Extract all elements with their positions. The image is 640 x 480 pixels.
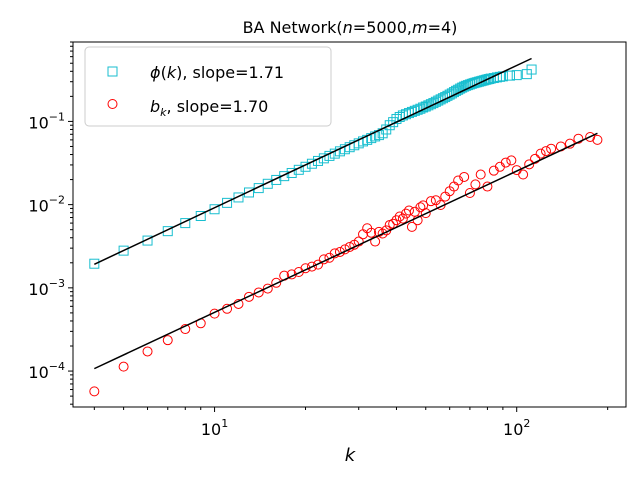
- data-point-b: [415, 202, 426, 213]
- legend-marker-phi: [107, 66, 118, 77]
- data-point-b: [180, 324, 191, 335]
- data-point-b: [313, 259, 324, 270]
- data-point-phi: [233, 192, 244, 203]
- data-point-phi: [89, 258, 100, 269]
- data-point-b: [418, 200, 429, 211]
- data-point-b: [89, 386, 100, 397]
- data-point-b: [506, 155, 517, 166]
- legend-label-b: bk, slope=1.70: [150, 97, 268, 119]
- x-tick-label: 102: [503, 417, 530, 439]
- x-tick-label: 101: [201, 417, 228, 439]
- data-point-b: [253, 287, 264, 298]
- legend-box: [84, 46, 332, 127]
- x-axis-label: k: [345, 445, 357, 466]
- series-b: [89, 131, 603, 397]
- data-point-b: [430, 195, 441, 206]
- y-tick-label: 10−3: [28, 277, 65, 299]
- data-point-b: [142, 346, 153, 357]
- data-point-b: [592, 134, 603, 145]
- data-point-b: [271, 277, 282, 288]
- y-tick-label: 10−1: [28, 110, 65, 132]
- data-point-b: [377, 228, 388, 239]
- data-point-phi: [262, 178, 273, 189]
- data-point-b: [518, 169, 529, 180]
- data-point-phi: [279, 171, 290, 182]
- data-points: [89, 64, 603, 397]
- fit-line-phi: [94, 57, 532, 265]
- fit-line-b: [94, 132, 598, 370]
- data-point-b: [394, 211, 405, 222]
- data-point-phi: [504, 70, 515, 81]
- data-point-phi: [384, 120, 395, 131]
- data-point-b: [306, 261, 317, 272]
- data-point-phi: [271, 174, 282, 185]
- data-point-b: [535, 148, 546, 159]
- data-point-b: [459, 171, 470, 182]
- data-point-b: [500, 157, 511, 168]
- data-point-b: [403, 205, 414, 216]
- data-point-b: [585, 131, 596, 142]
- data-point-b: [262, 283, 273, 294]
- data-point-b: [524, 159, 535, 170]
- data-point-b: [366, 227, 377, 238]
- data-point-b: [540, 146, 551, 157]
- data-point-b: [425, 196, 436, 207]
- data-point-phi: [455, 83, 466, 94]
- data-point-b: [391, 215, 402, 226]
- legend-label-phi: ϕ(k), slope=1.71: [150, 63, 284, 82]
- data-point-phi: [118, 245, 129, 256]
- data-point-b: [530, 153, 541, 164]
- data-point-phi: [511, 70, 522, 81]
- data-point-b: [358, 229, 369, 240]
- data-point-b: [546, 143, 557, 154]
- data-point-b: [397, 213, 408, 224]
- data-point-b: [420, 208, 431, 219]
- chart-title: BA Network(n=5000,m=4): [243, 18, 458, 37]
- data-point-phi: [243, 187, 254, 198]
- data-point-b: [243, 291, 254, 302]
- data-point-b: [470, 179, 481, 190]
- y-tick-label: 10−4: [28, 360, 65, 382]
- data-point-b: [573, 133, 584, 144]
- legend-marker-b: [107, 99, 118, 109]
- plot-frame: [72, 41, 627, 408]
- data-point-b: [353, 236, 364, 247]
- data-point-phi: [222, 197, 233, 208]
- data-point-b: [118, 361, 129, 372]
- data-point-b: [209, 308, 220, 319]
- data-point-b: [464, 187, 475, 198]
- data-point-b: [453, 175, 464, 186]
- data-point-phi: [457, 82, 468, 93]
- legend: ϕ(k), slope=1.71 bk, slope=1.70: [84, 46, 332, 127]
- data-point-b: [475, 169, 486, 180]
- data-point-b: [409, 206, 420, 217]
- data-point-phi: [526, 64, 537, 75]
- data-point-b: [162, 335, 173, 346]
- data-point-b: [406, 221, 417, 232]
- data-point-phi: [494, 71, 505, 82]
- y-tick-label: 10−2: [28, 194, 65, 216]
- fit-lines: [94, 57, 598, 370]
